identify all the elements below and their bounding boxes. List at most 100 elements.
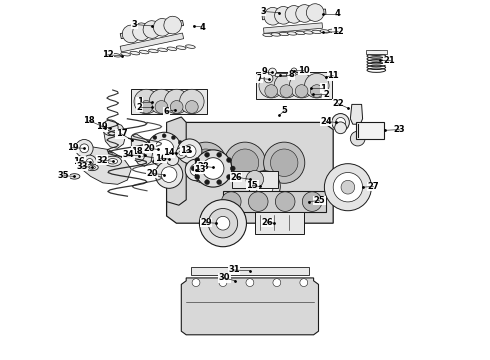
Circle shape [256,178,273,195]
Text: 14: 14 [163,148,175,157]
Circle shape [181,148,185,151]
Text: 25: 25 [314,196,325,205]
Text: 16: 16 [74,157,85,166]
Circle shape [289,73,314,98]
Circle shape [264,8,282,25]
Circle shape [185,142,226,183]
Circle shape [205,180,210,185]
Bar [264,23,322,33]
Circle shape [259,73,283,98]
Ellipse shape [158,48,168,51]
Circle shape [166,153,179,166]
Ellipse shape [320,30,330,33]
Text: 2: 2 [137,103,143,112]
Text: 19: 19 [67,143,78,152]
Circle shape [295,85,308,98]
Circle shape [275,192,295,211]
Circle shape [208,208,238,238]
Circle shape [304,73,329,98]
Circle shape [296,5,314,22]
Polygon shape [131,134,153,166]
Circle shape [80,144,89,153]
Circle shape [216,216,230,230]
Text: 33: 33 [76,162,88,171]
Text: 3: 3 [132,20,138,29]
Bar [191,267,309,275]
Circle shape [162,134,166,138]
Text: 15: 15 [246,181,258,190]
Ellipse shape [271,33,281,36]
Circle shape [195,158,200,162]
Circle shape [341,180,355,194]
Circle shape [219,279,227,287]
Circle shape [171,100,183,113]
Text: 24: 24 [320,117,332,126]
Circle shape [269,68,276,76]
Ellipse shape [148,49,158,53]
Circle shape [285,5,303,23]
Text: 7: 7 [257,74,263,83]
Circle shape [153,159,157,163]
Circle shape [133,150,145,161]
Text: 12: 12 [102,50,114,59]
Circle shape [179,150,184,156]
Bar [223,191,326,212]
Ellipse shape [312,30,321,33]
Circle shape [230,166,235,171]
Circle shape [180,89,204,114]
Circle shape [190,164,202,176]
Circle shape [146,154,150,158]
Text: 20: 20 [144,144,155,153]
Polygon shape [77,147,131,184]
Polygon shape [104,121,126,148]
Circle shape [143,21,161,39]
Text: 23: 23 [393,125,405,134]
Circle shape [83,155,97,169]
Circle shape [332,114,349,131]
Text: 27: 27 [368,182,379,191]
Circle shape [248,192,268,211]
Circle shape [183,145,196,158]
Circle shape [192,279,200,287]
Text: 1: 1 [320,84,326,93]
Circle shape [164,16,181,34]
Circle shape [199,200,246,247]
Text: 29: 29 [200,218,212,227]
Ellipse shape [108,158,118,164]
Circle shape [265,85,277,98]
Circle shape [162,161,166,165]
Circle shape [302,192,322,211]
Circle shape [177,139,202,163]
Circle shape [273,279,281,287]
Text: 35: 35 [58,171,70,180]
Circle shape [306,4,324,21]
Ellipse shape [304,31,314,34]
Circle shape [185,100,198,113]
Text: 1: 1 [137,97,143,106]
Bar [255,212,304,234]
Bar [275,73,286,76]
Circle shape [246,171,264,188]
Text: 3: 3 [260,7,266,16]
Circle shape [191,166,196,171]
Text: 16: 16 [155,154,167,163]
Bar [366,50,387,54]
Ellipse shape [295,31,305,35]
Circle shape [75,139,93,157]
Circle shape [172,159,175,163]
Circle shape [192,149,220,176]
Text: 18: 18 [131,147,143,156]
Bar [120,33,184,52]
Circle shape [178,154,182,158]
Circle shape [300,279,308,287]
Circle shape [155,100,168,113]
Bar [262,9,326,20]
Circle shape [224,142,266,183]
Circle shape [274,6,292,24]
Bar [120,21,184,39]
Circle shape [350,131,365,146]
Circle shape [185,159,207,181]
Text: 34: 34 [122,150,134,159]
Circle shape [249,171,280,202]
Circle shape [147,132,181,167]
